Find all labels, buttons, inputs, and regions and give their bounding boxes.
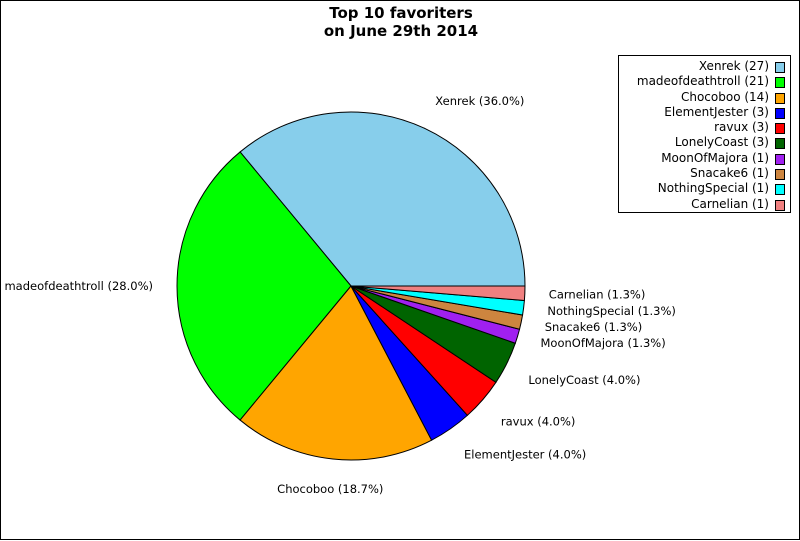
legend-swatch xyxy=(775,199,785,211)
legend-label: ElementJester (3) xyxy=(664,104,769,119)
legend-label: madeofdeathtroll (21) xyxy=(636,74,769,89)
legend-swatch xyxy=(775,62,785,73)
legend-label: MoonOfMajora (1) xyxy=(661,150,769,165)
legend-item-moonofmajora: MoonOfMajora (1) xyxy=(619,151,790,166)
legend-item-nothingspecial: NothingSpecial (1) xyxy=(619,181,790,196)
legend-item-ravux: ravux (3) xyxy=(619,120,790,135)
pie-label-moonofmajora: MoonOfMajora (1.3%) xyxy=(541,336,666,350)
pie-slice-xenrek xyxy=(239,111,526,287)
chart-title-line-1: Top 10 favoriters xyxy=(329,4,473,22)
pie-label-chocoboo: Chocoboo (18.7%) xyxy=(277,482,383,496)
legend-item-lonelycoast: LonelyCoast (3) xyxy=(619,135,790,150)
legend-item-elementjester: ElementJester (3) xyxy=(619,105,790,120)
legend-swatch xyxy=(775,169,785,181)
legend-label: Xenrek (27) xyxy=(698,59,769,73)
legend-swatch xyxy=(775,153,785,165)
legend-label: Chocoboo (14) xyxy=(680,89,769,104)
legend-label: Carnelian (1) xyxy=(691,196,769,211)
pie-label-snacake6: Snacake6 (1.3%) xyxy=(545,320,643,334)
pie-label-lonelycoast: LonelyCoast (4.0%) xyxy=(528,373,640,387)
legend-item-xenrek: Xenrek (27) xyxy=(619,59,790,74)
legend-swatch xyxy=(775,77,785,89)
legend-swatch xyxy=(775,184,785,196)
legend-swatch xyxy=(775,138,785,150)
pie-slice-carnelian xyxy=(350,285,526,302)
pie-label-carnelian: Carnelian (1.3%) xyxy=(549,287,646,301)
chart-title: Top 10 favoriters on June 29th 2014 xyxy=(1,4,800,40)
pie-label-xenrek: Xenrek (36.0%) xyxy=(435,94,524,108)
legend-swatch xyxy=(775,123,785,135)
pie-label-elementjester: ElementJester (4.0%) xyxy=(464,448,586,462)
legend-item-carnelian: Carnelian (1) xyxy=(619,197,790,212)
legend-swatch xyxy=(775,92,785,104)
legend-label: LonelyCoast (3) xyxy=(674,135,769,150)
pie-label-madeofdeathtroll: madeofdeathtroll (28.0%) xyxy=(4,279,153,293)
legend-label: Snacake6 (1) xyxy=(690,166,769,181)
legend-label: ravux (3) xyxy=(714,120,769,135)
pie-label-nothingspecial: NothingSpecial (1.3%) xyxy=(547,304,676,318)
legend-item-madeofdeathtroll: madeofdeathtroll (21) xyxy=(619,74,790,89)
legend-label: NothingSpecial (1) xyxy=(657,181,769,196)
chart-title-line-2: on June 29th 2014 xyxy=(323,22,479,40)
legend-item-chocoboo: Chocoboo (14) xyxy=(619,90,790,105)
legend-item-snacake6: Snacake6 (1) xyxy=(619,166,790,181)
pie-slice-chocoboo xyxy=(239,285,433,461)
chart-legend: Xenrek (27) madeofdeathtroll (21) Chocoboo… xyxy=(618,55,791,213)
pie-slice-madeofdeathtroll xyxy=(176,151,352,421)
pie-label-ravux: ravux (4.0%) xyxy=(501,414,576,428)
legend-swatch xyxy=(775,107,785,119)
